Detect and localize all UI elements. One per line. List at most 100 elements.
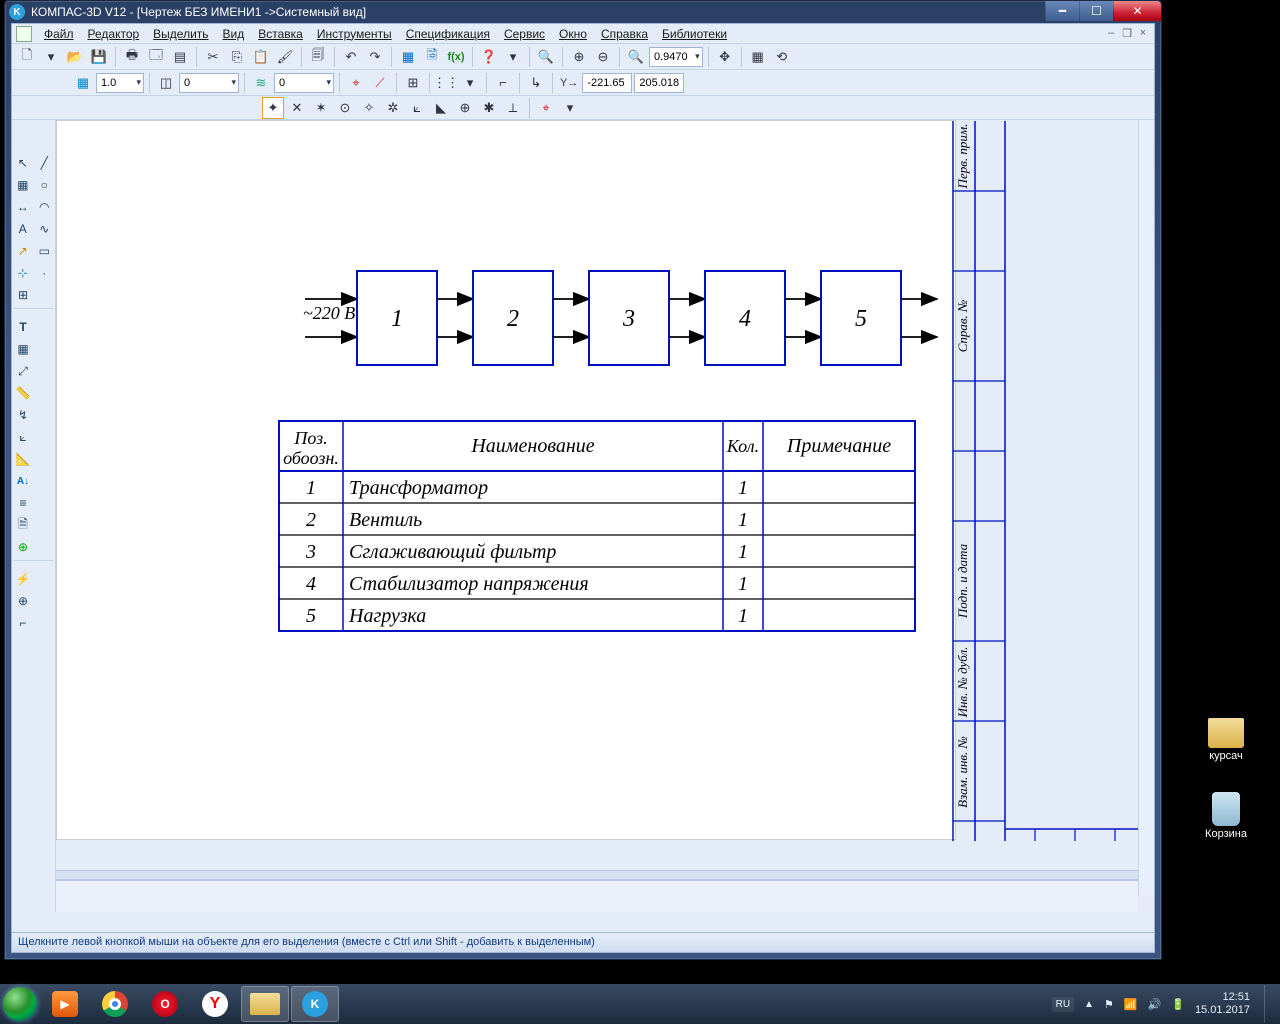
tray-language[interactable]: RU (1052, 997, 1074, 1012)
window-minimize-button[interactable]: ━ (1045, 1, 1079, 21)
tool-bolt[interactable]: ⚡ (13, 569, 33, 589)
taskbar-item-opera[interactable]: O (141, 986, 189, 1022)
menu-help[interactable]: Справка (595, 25, 654, 43)
tool-ruler[interactable]: 📏 (13, 383, 33, 403)
snap-2[interactable]: ✕ (286, 97, 308, 119)
snap-8[interactable]: ◣ (430, 97, 452, 119)
panel-splitter[interactable] (56, 870, 1138, 880)
grid-button[interactable]: ⋮⋮ (435, 72, 457, 94)
tool-globe[interactable]: ⊕ (13, 537, 33, 557)
tool-edit[interactable]: ↯ (13, 405, 33, 425)
taskbar-item-player[interactable]: ▶ (41, 986, 89, 1022)
menu-window[interactable]: Окно (553, 25, 593, 43)
mdi-min-button[interactable]: – (1104, 27, 1118, 41)
tray-show-hidden-icon[interactable]: ▲ (1084, 999, 1094, 1010)
snap-nearest-button[interactable]: ✦ (262, 97, 284, 119)
linetype-button[interactable]: ≋ (250, 72, 272, 94)
tool-select[interactable]: ↖ (13, 153, 33, 173)
layer-combo[interactable]: 0 (179, 73, 239, 93)
snap-settings-button[interactable]: ⌖ (535, 97, 557, 119)
menu-insert[interactable]: Вставка (252, 25, 309, 43)
tray-clock[interactable]: 12:51 15.01.2017 (1195, 991, 1250, 1017)
taskbar-item-explorer[interactable] (241, 986, 289, 1022)
redo-button[interactable]: ↷ (364, 46, 386, 68)
menu-view[interactable]: Вид (217, 25, 251, 43)
snap-5[interactable]: ✧ (358, 97, 380, 119)
menu-file[interactable]: Файл (38, 25, 80, 43)
tool-bracket[interactable]: ⌐ (13, 613, 33, 633)
taskbar-item-kompas[interactable]: K (291, 986, 339, 1022)
tool-param[interactable]: ⟀ (13, 427, 33, 447)
fx-button[interactable]: f(x) (445, 46, 467, 68)
cut-button[interactable]: ✂ (202, 46, 224, 68)
snap-4[interactable]: ⊙ (334, 97, 356, 119)
tool-t[interactable]: T (13, 317, 33, 337)
tool-circle[interactable]: ○ (35, 175, 55, 195)
zoom-window-button[interactable]: 🔍 (535, 46, 557, 68)
save-button[interactable]: 💾 (88, 46, 110, 68)
tray-action-center-icon[interactable]: ⚑ (1104, 998, 1114, 1011)
tool-rect[interactable]: ▭ (35, 241, 55, 261)
tool-measure[interactable]: 📐 (13, 449, 33, 469)
mdi-close-button[interactable]: × (1136, 27, 1150, 41)
titlebar[interactable]: K КОМПАС-3D V12 - [Чертеж БЕЗ ИМЕНИ1 ->С… (5, 1, 1161, 23)
help-dropdown[interactable]: ▾ (502, 46, 524, 68)
preview-button[interactable]: 🗔 (145, 46, 167, 68)
snap-11[interactable]: ⟂ (502, 97, 524, 119)
match-button[interactable]: 🖌 (274, 46, 296, 68)
snap-7[interactable]: ⟀ (406, 97, 428, 119)
pan-button[interactable]: ✥ (714, 46, 736, 68)
paste-button[interactable]: 📋 (250, 46, 272, 68)
tool-spec[interactable]: ≡ (13, 493, 33, 513)
open-button[interactable]: 📂 (64, 46, 86, 68)
zoom-in-button[interactable]: ⊕ (568, 46, 590, 68)
copy-button[interactable]: ⎘ (226, 46, 248, 68)
plot-button[interactable]: ▤ (169, 46, 191, 68)
coord-y-field[interactable]: 205.018 (634, 73, 684, 93)
taskbar-item-chrome[interactable] (91, 986, 139, 1022)
new-dropdown[interactable]: ▾ (40, 46, 62, 68)
lcs-button[interactable]: ⌐ (492, 72, 514, 94)
tool-hatch[interactable]: ▦ (13, 175, 33, 195)
scale-combo[interactable]: 1.0 (96, 73, 144, 93)
menu-service[interactable]: Сервис (498, 25, 551, 43)
round-button[interactable]: ↳ (525, 72, 547, 94)
snap-end-button[interactable]: ⌖ (345, 72, 367, 94)
tool-table[interactable]: ⊞ (13, 285, 33, 305)
grid-toggle-button[interactable]: ▦ (72, 72, 94, 94)
orient-button[interactable]: ⟲ (771, 46, 793, 68)
vars-button[interactable]: 🗟 (421, 46, 443, 68)
grid-dd[interactable]: ▾ (459, 72, 481, 94)
tool-line[interactable]: ╱ (35, 153, 55, 173)
zoom-combo[interactable]: 0.9470 (649, 47, 703, 67)
start-button[interactable] (0, 984, 40, 1024)
whats-this-button[interactable]: ❓ (478, 46, 500, 68)
new-button[interactable]: 🗋 (16, 46, 38, 68)
menu-tools[interactable]: Инструменты (311, 25, 398, 43)
window-close-button[interactable]: ✕ (1113, 1, 1161, 21)
menu-spec[interactable]: Спецификация (400, 25, 496, 43)
tray-network-icon[interactable]: 📶 (1124, 998, 1138, 1011)
snap-6[interactable]: ✲ (382, 97, 404, 119)
manager-button[interactable]: ▦ (397, 46, 419, 68)
tool-al[interactable]: A↓ (13, 471, 33, 491)
window-maximize-button[interactable]: ☐ (1079, 1, 1113, 21)
tool-target[interactable]: ⊕ (13, 591, 33, 611)
show-desktop-button[interactable] (1264, 985, 1272, 1023)
tool-grid2[interactable]: ▦ (13, 339, 33, 359)
properties-button[interactable]: 🗐 (307, 46, 329, 68)
zoom-out-button[interactable]: ⊖ (592, 46, 614, 68)
refresh-button[interactable]: ▦ (747, 46, 769, 68)
menu-libs[interactable]: Библиотеки (656, 25, 733, 43)
tool-spline[interactable]: ∿ (35, 219, 55, 239)
snap-10[interactable]: ✱ (478, 97, 500, 119)
tray-volume-icon[interactable]: 🔊 (1148, 998, 1162, 1011)
coord-x-field[interactable]: -221.65 (582, 73, 632, 93)
tool-arc[interactable]: ◠ (35, 197, 55, 217)
undo-button[interactable]: ↶ (340, 46, 362, 68)
snap-3[interactable]: ✶ (310, 97, 332, 119)
tray-power-icon[interactable]: 🔋 (1171, 998, 1185, 1011)
mdi-document-icon[interactable] (16, 26, 32, 42)
snap-9[interactable]: ⊕ (454, 97, 476, 119)
snap-settings-dd[interactable]: ▾ (559, 97, 581, 119)
